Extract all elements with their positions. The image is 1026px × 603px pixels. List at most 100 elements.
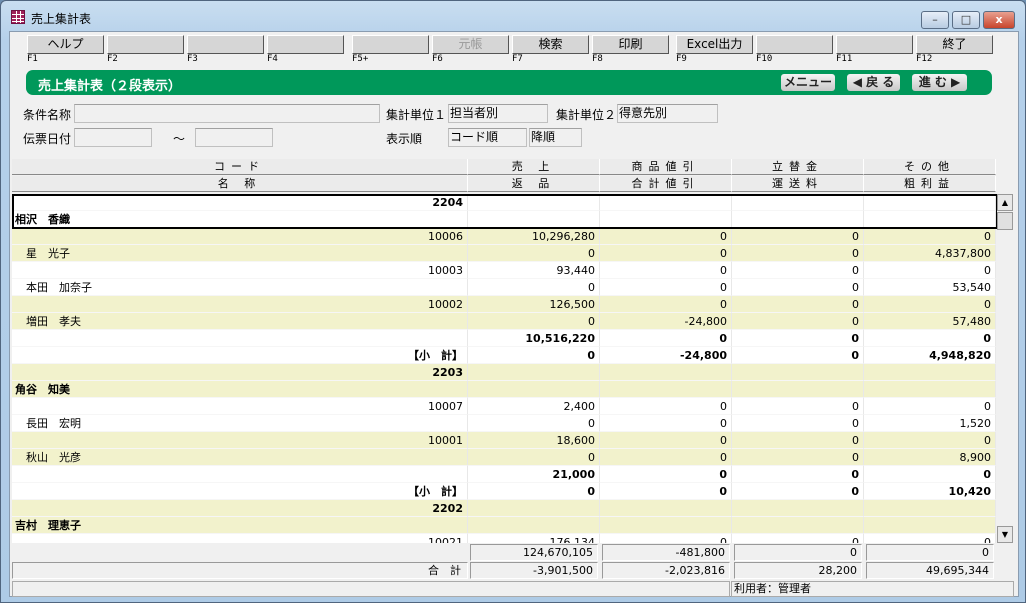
date-to-field[interactable] <box>195 128 273 147</box>
grand-total-value: 49,695,344 <box>866 562 994 579</box>
table-row[interactable]: 21,000 0 0 0 <box>12 466 996 483</box>
maximize-button[interactable]: □ <box>952 11 980 29</box>
table-row[interactable]: 星 光子 0 0 0 4,837,800 <box>12 245 996 262</box>
table-row[interactable]: 10006 10,296,280 0 0 0 <box>12 228 996 245</box>
table-row[interactable]: 2202 <box>12 500 996 517</box>
column-header[interactable]: 合計値引 <box>600 176 732 192</box>
condition-field[interactable] <box>74 104 380 123</box>
tilde: ～ <box>173 132 186 146</box>
fkey-f3-button[interactable] <box>187 35 264 54</box>
grand-total-value: 0 <box>734 544 862 561</box>
table-row[interactable]: 吉村 理恵子 <box>12 517 996 534</box>
fkey-f1-button[interactable]: ヘルプ <box>27 35 104 54</box>
unit2-field[interactable]: 得意先別 <box>617 104 718 123</box>
row-label: 10006 <box>12 228 468 245</box>
scroll-down-icon[interactable]: ▼ <box>997 526 1013 543</box>
row-value <box>732 517 864 534</box>
row-label: 角谷 知美 <box>12 381 468 398</box>
row-label: 2204 <box>12 194 468 211</box>
column-header[interactable]: 返 品 <box>468 176 600 192</box>
table-row[interactable]: 秋山 光彦 0 0 0 8,900 <box>12 449 996 466</box>
order-field[interactable]: コード順 <box>448 128 527 147</box>
grand-total-value: -2,023,816 <box>602 562 730 579</box>
grand-total-value: 124,670,105 <box>470 544 598 561</box>
table-row[interactable]: 相沢 香織 <box>12 211 996 228</box>
row-label: 2203 <box>12 364 468 381</box>
unit1-field[interactable]: 担当者別 <box>448 104 548 123</box>
row-value: 0 <box>468 313 600 330</box>
fkey-f11-button[interactable] <box>836 35 913 54</box>
table-row[interactable]: 増田 孝夫 0 -24,800 0 57,480 <box>12 313 996 330</box>
column-header[interactable]: 売 上 <box>468 159 600 175</box>
table-body[interactable]: 2204 相沢 香織 10006 10,296,280 0 0 0 星 光子 0 0 0 4,837… <box>12 194 996 543</box>
back-button[interactable]: ◀ 戻 る <box>847 74 900 91</box>
fkey-f5plus-button[interactable] <box>352 35 429 54</box>
fkey-f2-button[interactable] <box>107 35 184 54</box>
row-value: -24,800 <box>600 347 732 364</box>
order-direction-field[interactable]: 降順 <box>529 128 582 147</box>
column-header[interactable]: 立替金 <box>732 159 864 175</box>
row-value: 126,500 <box>468 296 600 313</box>
grand-total-value: -481,800 <box>602 544 730 561</box>
table-row[interactable]: 【小 計】 0 -24,800 0 4,948,820 <box>12 347 996 364</box>
fkey-label: F1 <box>27 54 38 64</box>
table-row[interactable]: 10001 18,600 0 0 0 <box>12 432 996 449</box>
close-button[interactable]: x <box>983 11 1015 29</box>
page-title: 売上集計表（２段表示） <box>38 79 182 94</box>
row-value <box>600 517 732 534</box>
row-value: 0 <box>732 449 864 466</box>
table-row[interactable]: 2204 <box>12 194 996 211</box>
row-value: 2,400 <box>468 398 600 415</box>
row-value: 0 <box>732 245 864 262</box>
row-value: 93,440 <box>468 262 600 279</box>
minimize-button[interactable]: – <box>921 11 949 29</box>
fkey-f9-button[interactable]: Excel出力 <box>676 35 753 54</box>
row-label <box>12 330 468 347</box>
row-value: 0 <box>732 330 864 347</box>
row-value: 0 <box>732 296 864 313</box>
table-row[interactable]: 10003 93,440 0 0 0 <box>12 262 996 279</box>
row-label: 本田 加奈子 <box>12 279 468 296</box>
fkey-label: F12 <box>916 54 933 64</box>
fkey-f8-button[interactable]: 印刷 <box>592 35 669 54</box>
fkey-f4-button[interactable] <box>267 35 344 54</box>
column-header[interactable]: コード <box>12 159 468 175</box>
column-header[interactable]: 粗利益 <box>864 176 996 192</box>
table-row[interactable]: 10002 126,500 0 0 0 <box>12 296 996 313</box>
table-row[interactable]: 10021 176,134 0 0 0 <box>12 534 996 543</box>
table-row[interactable]: 本田 加奈子 0 0 0 53,540 <box>12 279 996 296</box>
grand-total-value: 28,200 <box>734 562 862 579</box>
column-header[interactable]: 商品値引 <box>600 159 732 175</box>
order-label: 表示順 <box>386 132 423 146</box>
column-header[interactable]: その他 <box>864 159 996 175</box>
table-row[interactable]: 2203 <box>12 364 996 381</box>
vertical-scrollbar[interactable]: ▲ ▼ <box>997 194 1013 543</box>
date-from-field[interactable] <box>74 128 152 147</box>
row-value <box>732 211 864 228</box>
fkey-f12-button[interactable]: 終了 <box>916 35 993 54</box>
row-value: 4,837,800 <box>864 245 996 262</box>
fkey-f10-button[interactable] <box>756 35 833 54</box>
fkey-label: F9 <box>676 54 687 64</box>
row-value: 0 <box>864 262 996 279</box>
row-value: 57,480 <box>864 313 996 330</box>
fkey-f7-button[interactable]: 検索 <box>512 35 589 54</box>
row-label: 長田 宏明 <box>12 415 468 432</box>
title-bar[interactable]: 売上集計表 – □ x <box>1 1 1025 31</box>
row-value <box>468 381 600 398</box>
row-value: 18,600 <box>468 432 600 449</box>
table-row[interactable]: 10,516,220 0 0 0 <box>12 330 996 347</box>
forward-button[interactable]: 進 む ▶ <box>912 74 967 91</box>
row-label: 星 光子 <box>12 245 468 262</box>
table-row[interactable]: 10007 2,400 0 0 0 <box>12 398 996 415</box>
table-row[interactable]: 角谷 知美 <box>12 381 996 398</box>
menu-button[interactable]: メニュー <box>781 74 835 91</box>
column-header[interactable]: 運送料 <box>732 176 864 192</box>
scroll-thumb[interactable] <box>997 212 1013 230</box>
column-header[interactable]: 名 称 <box>12 176 468 192</box>
table-row[interactable]: 【小 計】 0 0 0 10,420 <box>12 483 996 500</box>
table-row[interactable]: 長田 宏明 0 0 0 1,520 <box>12 415 996 432</box>
fkey-f6-button[interactable]: 元帳 <box>432 35 509 54</box>
scroll-up-icon[interactable]: ▲ <box>997 194 1013 211</box>
